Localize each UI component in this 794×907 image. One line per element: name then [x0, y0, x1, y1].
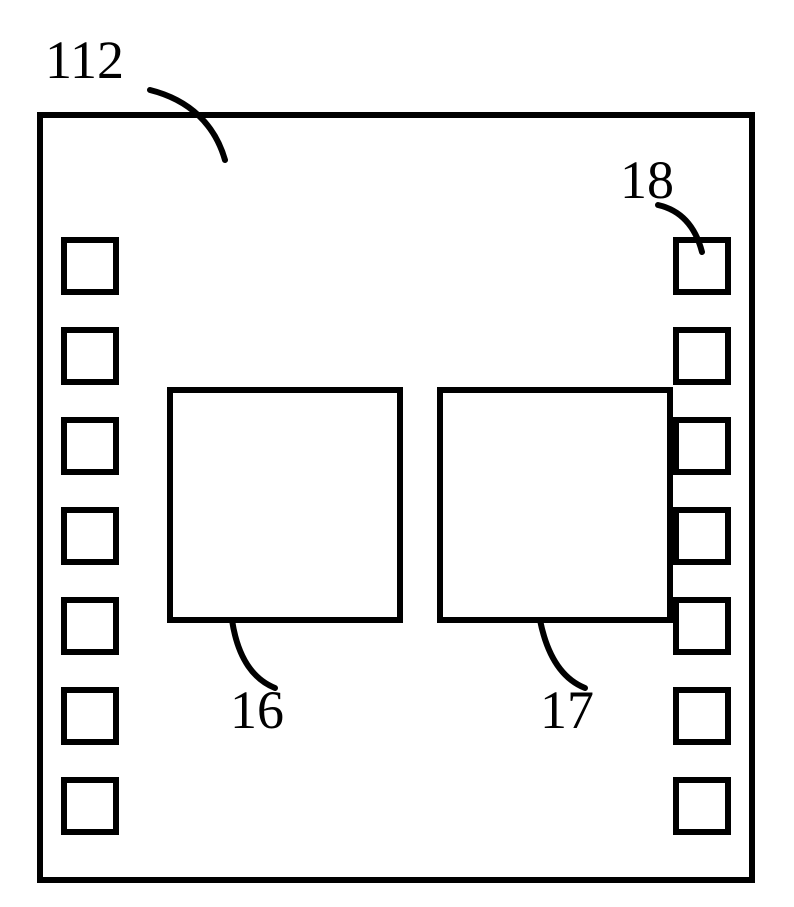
label-18: 18: [620, 150, 674, 210]
label-16: 16: [230, 680, 284, 740]
schematic-diagram: 112 18 16 17: [0, 0, 794, 907]
label-112: 112: [45, 30, 124, 90]
label-17: 17: [540, 680, 594, 740]
